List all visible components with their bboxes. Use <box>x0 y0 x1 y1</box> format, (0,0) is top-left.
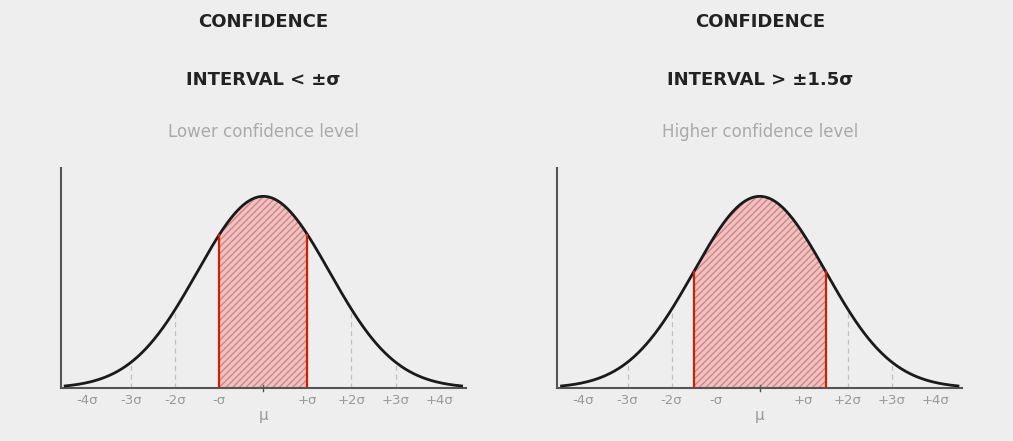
Text: Lower confidence level: Lower confidence level <box>168 123 359 142</box>
Text: INTERVAL > ±1.5σ: INTERVAL > ±1.5σ <box>667 71 853 89</box>
Text: μ: μ <box>755 408 765 423</box>
Text: INTERVAL < ±σ: INTERVAL < ±σ <box>186 71 340 89</box>
Text: CONFIDENCE: CONFIDENCE <box>695 13 825 31</box>
Text: Higher confidence level: Higher confidence level <box>661 123 858 142</box>
Text: μ: μ <box>258 408 268 423</box>
Text: CONFIDENCE: CONFIDENCE <box>199 13 328 31</box>
